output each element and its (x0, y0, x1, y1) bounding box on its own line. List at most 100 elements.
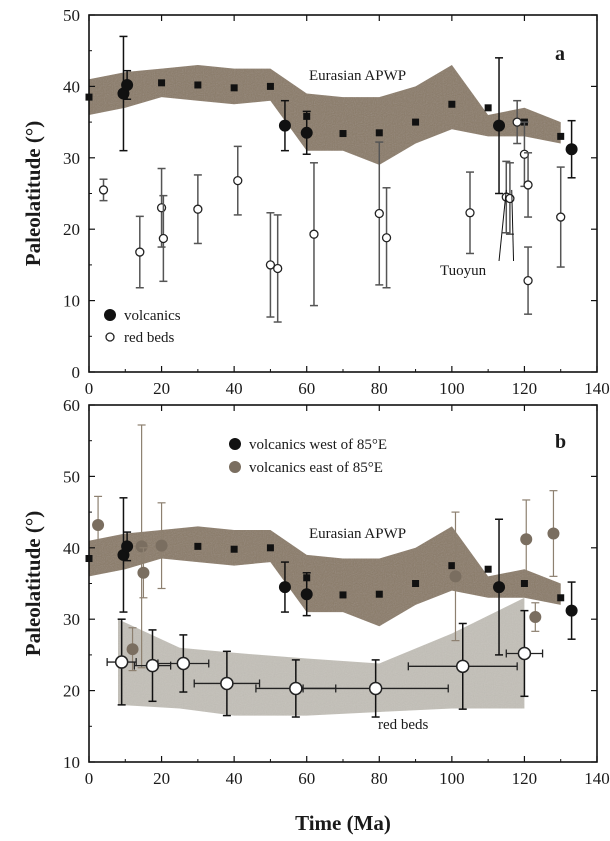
volcanic-point (565, 604, 578, 617)
redbed-point (512, 117, 522, 127)
volcanic-east-point (520, 533, 533, 546)
y-tick-label: 40 (63, 77, 80, 96)
redbed-point (556, 212, 566, 222)
x-tick-label: 100 (439, 379, 465, 398)
panel-letter: a (555, 43, 565, 65)
apwp-point (375, 129, 383, 137)
volcanic-east-point (92, 518, 105, 531)
y-tick-label: 50 (63, 6, 80, 25)
redbed-point (465, 208, 475, 218)
apwp-point (412, 118, 420, 126)
redbed-point (505, 193, 515, 204)
apwp-point (557, 594, 565, 602)
volcanic-point (300, 588, 313, 601)
y-tick-label: 30 (63, 149, 80, 168)
volcanic-east-point (155, 539, 168, 552)
panel-letter: b (555, 431, 566, 453)
redbed-point (455, 659, 470, 674)
volcanic-east-point (547, 527, 560, 540)
redbed-point (374, 208, 384, 219)
apwp-point (412, 580, 420, 587)
x-tick-label: 20 (153, 379, 170, 398)
apwp-point (266, 544, 274, 552)
redbed-point (233, 175, 243, 186)
redbed-point (381, 233, 392, 243)
apwp-point (158, 79, 166, 87)
x-tick-label: 60 (298, 379, 315, 398)
volcanic-point (493, 581, 506, 594)
x-axis-title: Time (Ma) (295, 811, 391, 835)
legend-label: volcanics east of 85°E (249, 460, 383, 476)
x-tick-label: 40 (226, 769, 243, 788)
redbed-point (145, 658, 160, 673)
legend-marker (104, 309, 116, 321)
x-tick-label: 120 (512, 379, 538, 398)
apwp-point (339, 130, 347, 138)
volcanic-point (121, 540, 134, 553)
apwp-label: Eurasian APWP (309, 526, 406, 542)
apwp-point (520, 580, 528, 587)
tuoyun-leader (498, 189, 507, 262)
redbed-point (156, 203, 167, 213)
x-tick-label: 0 (85, 379, 94, 398)
y-tick-label: 40 (63, 539, 80, 558)
apwp-band (89, 526, 561, 627)
panel-a: 0 20 40 60 80 100 120 140 0 10 20 30 40 50 Paleolatitu… (21, 6, 610, 398)
y-axis-title: Paleolatitude (°) (21, 121, 45, 266)
x-tick-label: 80 (371, 769, 388, 788)
redbed-point (273, 263, 283, 274)
x-tick-label: 100 (439, 769, 465, 788)
redbeds-band-label: red beds (378, 717, 429, 733)
apwp-point (266, 82, 274, 90)
apwp-point (85, 93, 93, 101)
apwp-point (230, 545, 238, 553)
apwp-point (230, 84, 238, 92)
tuoyun-label: Tuoyun (440, 263, 487, 279)
apwp-point (194, 542, 202, 550)
legend-label: volcanics (124, 308, 181, 324)
redbed-point (193, 204, 203, 214)
x-tick-label: 120 (512, 769, 538, 788)
x-tick-label: 140 (584, 379, 610, 398)
volcanic-east-point (449, 570, 462, 583)
x-tick-label: 20 (153, 769, 170, 788)
volcanic-point (300, 126, 313, 139)
volcanic-east-point (135, 540, 148, 553)
volcanic-point (121, 78, 134, 91)
x-tick-label: 140 (584, 769, 610, 788)
panel-b: 0 20 40 60 80 100 120 140 10 20 30 40 50 60 Paleolatit… (21, 396, 610, 835)
y-tick-label: 20 (63, 220, 80, 239)
apwp-point (484, 565, 492, 573)
legend-label: red beds (124, 330, 175, 346)
x-tick-label: 40 (226, 379, 243, 398)
y-tick-label: 60 (63, 396, 80, 415)
redbed-point (309, 229, 319, 239)
redbed-point (523, 180, 533, 190)
redbed-point (176, 656, 191, 671)
y-tick-label: 50 (63, 467, 80, 486)
redbed-point (265, 260, 276, 270)
legend-label: volcanics west of 85°E (249, 437, 387, 453)
y-tick-label: 0 (72, 363, 81, 382)
x-tick-label: 0 (85, 769, 94, 788)
apwp-point (339, 591, 347, 599)
volcanic-point (565, 143, 578, 156)
redbed-point (220, 676, 234, 691)
legend-marker (105, 332, 115, 342)
apwp-point (85, 555, 93, 563)
redbed-point (289, 681, 303, 696)
volcanic-point (278, 119, 291, 132)
apwp-label: Eurasian APWP (309, 68, 406, 84)
volcanic-east-point (126, 643, 139, 656)
y-tick-label: 10 (63, 292, 80, 311)
apwp-point (448, 562, 456, 570)
redbed-point (517, 646, 532, 661)
volcanic-east-point (529, 611, 542, 624)
redbeds-band (118, 597, 525, 716)
y-tick-label: 20 (63, 682, 80, 701)
redbed-point (114, 655, 129, 669)
legend-marker (229, 438, 241, 450)
volcanic-point (493, 119, 506, 132)
redbed-point (368, 681, 383, 696)
legend-marker (229, 461, 241, 473)
